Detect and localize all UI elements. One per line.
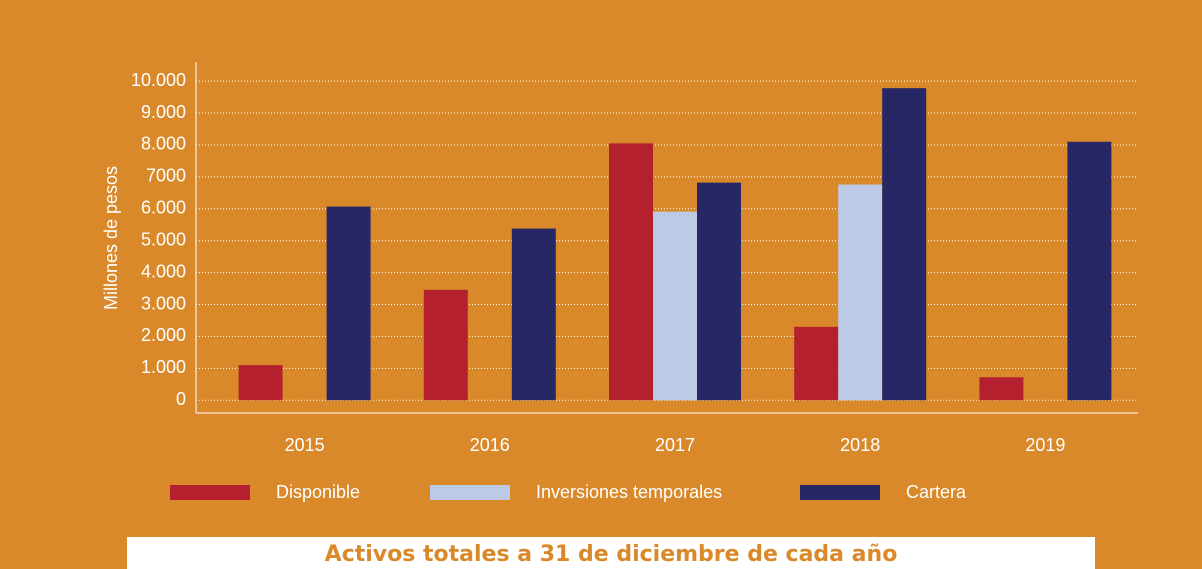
bar <box>979 377 1024 401</box>
y-tick-label: 9.000 <box>141 102 186 122</box>
y-tick-label: 5.000 <box>141 229 186 249</box>
bar <box>609 143 653 401</box>
x-tick-label: 2019 <box>1025 435 1065 455</box>
y-tick-label: 1.000 <box>141 357 186 377</box>
y-tick-label: 8.000 <box>141 134 186 154</box>
x-tick-label: 2017 <box>655 435 695 455</box>
bar <box>511 228 556 401</box>
y-tick-label: 0 <box>176 389 186 409</box>
y-tick-label: 3.000 <box>141 293 186 313</box>
caption: Activos totales a 31 de diciembre de cad… <box>325 542 898 567</box>
y-tick-label: 2.000 <box>141 325 186 345</box>
x-tick-label: 2016 <box>470 435 510 455</box>
bar <box>653 211 697 401</box>
y-tick-label: 4.000 <box>141 261 186 281</box>
bar <box>423 289 468 401</box>
legend-label: Cartera <box>906 482 967 502</box>
bar <box>794 326 839 401</box>
bar <box>1067 141 1112 401</box>
y-axis-label: Millones de pesos <box>101 166 121 310</box>
legend-label: Disponible <box>276 482 360 502</box>
caption-box <box>127 537 1095 569</box>
bar <box>882 88 927 401</box>
legend-label: Inversiones temporales <box>536 482 722 502</box>
legend-swatch <box>430 485 510 500</box>
y-tick-label: 7000 <box>146 166 186 186</box>
x-tick-label: 2015 <box>285 435 325 455</box>
legend-swatch <box>170 485 250 500</box>
x-tick-label: 2018 <box>840 435 880 455</box>
bar <box>238 365 283 401</box>
bar <box>838 184 883 401</box>
y-tick-label: 10.000 <box>131 70 186 90</box>
bar <box>697 182 741 401</box>
y-tick-label: 6.000 <box>141 198 186 218</box>
bar <box>326 206 371 401</box>
legend-swatch <box>800 485 880 500</box>
